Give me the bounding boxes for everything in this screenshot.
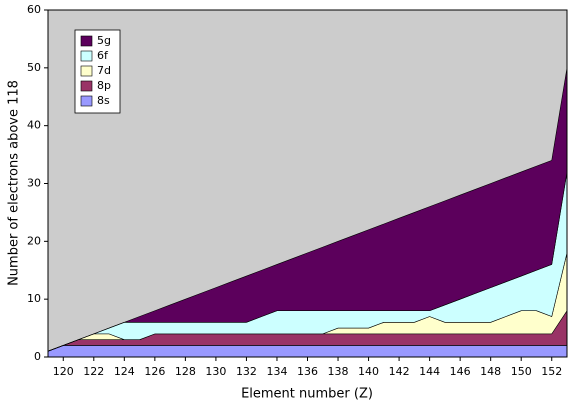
legend-swatch [80, 35, 93, 47]
x-tick-label: 130 [205, 365, 226, 378]
x-tick-label: 144 [419, 365, 440, 378]
legend-swatch [80, 95, 93, 107]
y-tick-label: 40 [27, 119, 41, 132]
y-tick-label: 0 [34, 350, 41, 363]
legend-label: 7d [97, 64, 111, 77]
y-tick-label: 10 [27, 292, 41, 305]
legend-label: 6f [97, 49, 109, 62]
x-tick-label: 136 [297, 365, 318, 378]
x-axis-title: Element number (Z) [241, 387, 373, 402]
x-tick-label: 132 [236, 365, 257, 378]
x-tick-label: 138 [328, 365, 349, 378]
x-tick-label: 142 [389, 365, 410, 378]
y-axis-title: Number of electrons above 118 [7, 80, 22, 286]
x-tick-label: 146 [450, 365, 471, 378]
legend-swatch [80, 50, 93, 62]
area [47, 345, 568, 358]
x-tick-label: 124 [114, 365, 135, 378]
y-tick-label: 20 [27, 234, 41, 247]
x-tick-label: 122 [83, 365, 104, 378]
y-tick-label: 30 [27, 177, 41, 190]
x-tick-label: 126 [144, 365, 165, 378]
y-tick-label: 60 [27, 3, 41, 16]
x-tick-label: 150 [511, 365, 532, 378]
x-tick-label: 120 [53, 365, 74, 378]
legend-swatch [80, 80, 93, 92]
x-tick-label: 128 [175, 365, 196, 378]
x-tick-label: 148 [480, 365, 501, 378]
y-tick-label: 50 [27, 61, 41, 74]
legend-swatch [80, 65, 93, 77]
x-tick-label: 134 [266, 365, 287, 378]
x-tick-label: 140 [358, 365, 379, 378]
x-tick-label: 152 [541, 365, 562, 378]
legend-label: 5g [97, 34, 111, 47]
legend-label: 8p [97, 79, 111, 92]
legend-label: 8s [97, 94, 110, 107]
